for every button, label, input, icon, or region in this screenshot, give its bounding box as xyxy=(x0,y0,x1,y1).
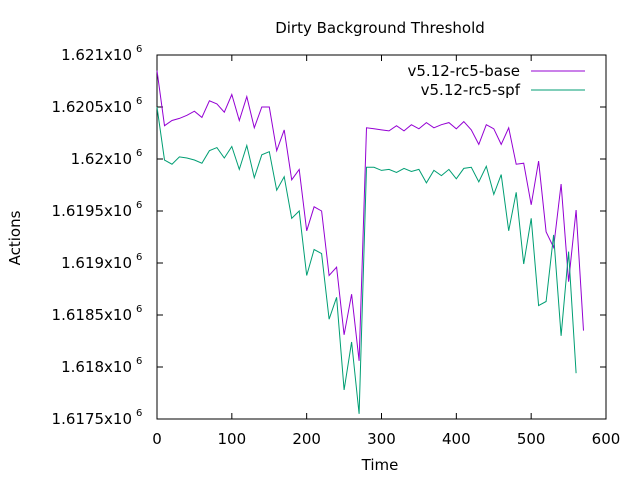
x-tick-label: 400 xyxy=(442,430,471,448)
chart-title: Dirty Background Threshold xyxy=(275,19,485,37)
x-axis: 0 100 200 300 400 500 600 xyxy=(152,55,620,448)
y-tick-exponent: 6 xyxy=(136,200,142,211)
legend-label-1: v5.12-rc5-spf xyxy=(421,81,521,99)
y-tick-exponent: 6 xyxy=(136,304,142,315)
y-tick-label: 1.6185x10 xyxy=(52,306,132,324)
y-tick-label: 1.62x10 xyxy=(71,150,132,168)
x-tick-label: 500 xyxy=(517,430,546,448)
x-tick-label: 100 xyxy=(218,430,247,448)
x-tick-label: 600 xyxy=(592,430,621,448)
y-tick-exponent: 6 xyxy=(136,148,142,159)
x-tick-label: 200 xyxy=(292,430,321,448)
x-tick-label: 300 xyxy=(367,430,396,448)
y-tick-exponent: 6 xyxy=(136,408,142,419)
series-layer xyxy=(156,70,584,414)
x-axis-title: Time xyxy=(361,456,399,474)
y-tick-label: 1.6195x10 xyxy=(52,202,132,220)
y-tick-label: 1.621x10 xyxy=(61,46,132,64)
y-tick-exponent: 6 xyxy=(136,44,142,55)
y-tick-label: 1.6175x10 xyxy=(52,410,132,428)
series-line-1 xyxy=(156,106,577,414)
y-tick-exponent: 6 xyxy=(136,96,142,107)
x-tick-label: 0 xyxy=(152,430,162,448)
y-tick-label: 1.618x10 xyxy=(61,358,132,376)
series-line-0 xyxy=(156,70,584,361)
y-axis-title: Actions xyxy=(6,210,24,265)
y-tick-exponent: 6 xyxy=(136,252,142,263)
y-tick-exponent: 6 xyxy=(136,356,142,367)
y-tick-label: 1.6205x10 xyxy=(52,98,132,116)
legend-label-0: v5.12-rc5-base xyxy=(408,62,521,80)
y-axis: 1.6175x10 6 1.618x10 6 1.6185x10 6 1.619x10 6 1.… xyxy=(52,44,606,428)
y-tick-label: 1.619x10 xyxy=(61,254,132,272)
plot-frame xyxy=(156,54,607,420)
